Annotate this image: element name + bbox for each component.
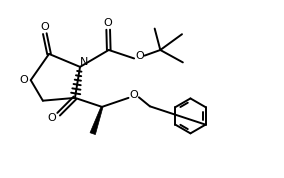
Text: O: O (47, 113, 56, 123)
Text: O: O (19, 75, 28, 85)
Text: O: O (104, 18, 112, 28)
Polygon shape (90, 107, 103, 135)
Text: O: O (130, 90, 139, 100)
Text: O: O (135, 51, 144, 61)
Text: O: O (40, 22, 49, 32)
Text: N: N (80, 57, 88, 67)
